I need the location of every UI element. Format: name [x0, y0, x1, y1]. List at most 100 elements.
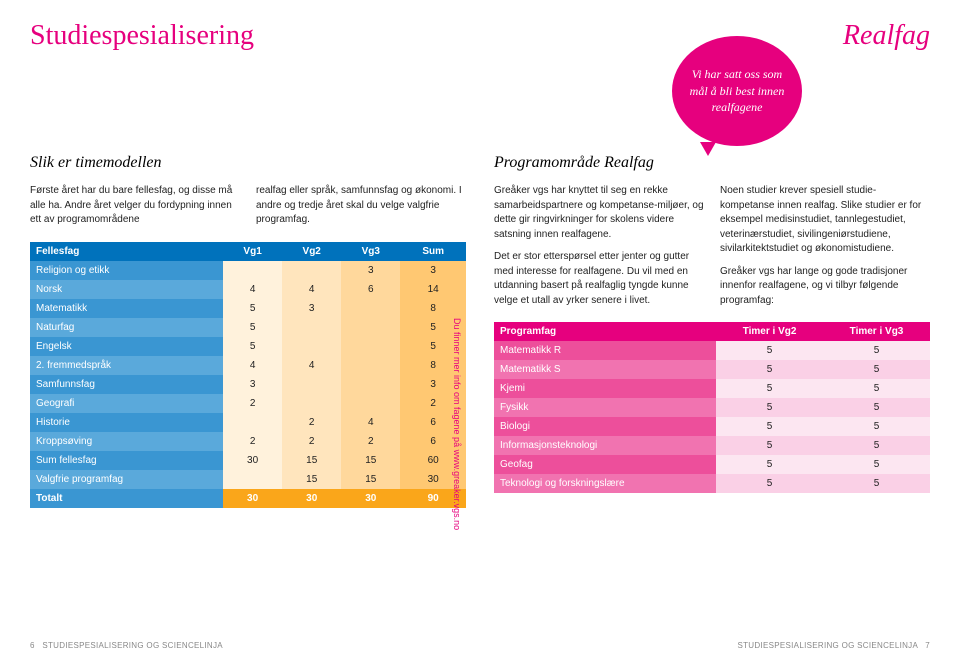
- table-cell: Matematikk: [30, 299, 223, 318]
- table-cell: 5: [716, 417, 823, 436]
- table-cell: [282, 261, 341, 280]
- table-cell: [341, 299, 400, 318]
- table-header: Fellesfag: [30, 242, 223, 261]
- table-row: Informasjonsteknologi55: [494, 436, 930, 455]
- table-cell: 30: [282, 489, 341, 508]
- table-cell: 4: [223, 356, 282, 375]
- table-row: Naturfag55: [30, 318, 466, 337]
- table-cell: [341, 337, 400, 356]
- footer-left: 6 STUDIESPESIALISERING OG SCIENCELINJA: [30, 641, 223, 650]
- table-cell: 5: [823, 360, 930, 379]
- table-cell: 2: [341, 432, 400, 451]
- table-cell: [341, 356, 400, 375]
- table-cell: 4: [341, 413, 400, 432]
- table-cell: 5: [716, 341, 823, 360]
- table-cell: 5: [823, 474, 930, 493]
- table-cell: [282, 337, 341, 356]
- left-para-1: Første året har du bare fellesfag, og di…: [30, 184, 240, 228]
- right-section-title: Programområde Realfag: [494, 154, 930, 172]
- table-cell: Informasjonsteknologi: [494, 436, 716, 455]
- table-cell: 15: [282, 470, 341, 489]
- table-row: Matematikk S55: [494, 360, 930, 379]
- table-cell: Matematikk S: [494, 360, 716, 379]
- table-header: Vg3: [341, 242, 400, 261]
- table-cell: Totalt: [30, 489, 223, 508]
- table-cell: 15: [341, 451, 400, 470]
- table-cell: 5: [223, 337, 282, 356]
- right-para-4: Greåker vgs har lange og gode tradisjone…: [720, 265, 930, 309]
- table-header: Timer i Vg2: [716, 322, 823, 341]
- table-cell: 4: [282, 280, 341, 299]
- table-cell: Samfunnsfag: [30, 375, 223, 394]
- table-cell: 5: [823, 341, 930, 360]
- table-cell: 2: [282, 413, 341, 432]
- table-cell: 5: [716, 455, 823, 474]
- fellesfag-table: FellesfagVg1Vg2Vg3Sum Religion og etikk3…: [30, 242, 466, 508]
- table-cell: [282, 375, 341, 394]
- table-cell: [341, 375, 400, 394]
- table-cell: 5: [823, 398, 930, 417]
- table-cell: 5: [823, 379, 930, 398]
- table-row: Teknologi og forskningslære55: [494, 474, 930, 493]
- table-cell: 2: [223, 432, 282, 451]
- table-cell: [223, 470, 282, 489]
- table-cell: 4: [223, 280, 282, 299]
- table-cell: Fysikk: [494, 398, 716, 417]
- footer-right-num: 7: [925, 641, 930, 650]
- table-cell: 5: [716, 474, 823, 493]
- table-cell: Geografi: [30, 394, 223, 413]
- table-cell: 3: [282, 299, 341, 318]
- right-para-2: Det er stor etterspørsel etter jenter og…: [494, 250, 704, 308]
- table-cell: Historie: [30, 413, 223, 432]
- table-cell: 2: [223, 394, 282, 413]
- table-cell: [341, 318, 400, 337]
- table-total-row: Totalt30303090: [30, 489, 466, 508]
- table-row: Engelsk55: [30, 337, 466, 356]
- page-title-right: Realfag: [843, 20, 930, 52]
- table-cell: Sum fellesfag: [30, 451, 223, 470]
- table-header: Vg1: [223, 242, 282, 261]
- table-cell: 5: [716, 360, 823, 379]
- footer-left-num: 6: [30, 641, 35, 650]
- table-cell: 3: [400, 261, 466, 280]
- table-cell: 2. fremmedspråk: [30, 356, 223, 375]
- left-section-title: Slik er timemodellen: [30, 154, 466, 172]
- table-cell: 2: [282, 432, 341, 451]
- table-row: Geografi22: [30, 394, 466, 413]
- table-header: Programfag: [494, 322, 716, 341]
- table-row: Religion og etikk33: [30, 261, 466, 280]
- table-cell: [223, 413, 282, 432]
- table-row: Sum fellesfag30151560: [30, 451, 466, 470]
- table-row: Samfunnsfag33: [30, 375, 466, 394]
- table-cell: 5: [823, 417, 930, 436]
- table-cell: 30: [341, 489, 400, 508]
- page-title-left: Studiespesialisering: [30, 20, 254, 52]
- table-cell: Biologi: [494, 417, 716, 436]
- table-cell: 4: [282, 356, 341, 375]
- table-cell: Naturfag: [30, 318, 223, 337]
- table-row: Valgfrie programfag151530: [30, 470, 466, 489]
- footer-right: STUDIESPESIALISERING OG SCIENCELINJA 7: [737, 641, 930, 650]
- table-cell: Kjemi: [494, 379, 716, 398]
- table-header: Sum: [400, 242, 466, 261]
- table-header: Timer i Vg3: [823, 322, 930, 341]
- table-cell: 5: [823, 436, 930, 455]
- table-cell: Geofag: [494, 455, 716, 474]
- table-row: Biologi55: [494, 417, 930, 436]
- table-row: Kjemi55: [494, 379, 930, 398]
- footer-left-text: STUDIESPESIALISERING OG SCIENCELINJA: [42, 641, 223, 650]
- callout-text: Vi har satt oss som mål å bli best innen…: [684, 66, 790, 116]
- footer-right-text: STUDIESPESIALISERING OG SCIENCELINJA: [737, 641, 917, 650]
- table-cell: 30: [223, 451, 282, 470]
- table-cell: Engelsk: [30, 337, 223, 356]
- table-cell: 5: [823, 455, 930, 474]
- table-cell: [341, 394, 400, 413]
- table-cell: 14: [400, 280, 466, 299]
- sidenote-vertical: Du finner mer info om fagene på www.grea…: [448, 318, 462, 530]
- table-cell: Religion og etikk: [30, 261, 223, 280]
- table-cell: Teknologi og forskningslære: [494, 474, 716, 493]
- table-cell: [282, 394, 341, 413]
- table-cell: Matematikk R: [494, 341, 716, 360]
- right-para-1: Greåker vgs har knyttet til seg en rekke…: [494, 184, 704, 242]
- table-row: Matematikk538: [30, 299, 466, 318]
